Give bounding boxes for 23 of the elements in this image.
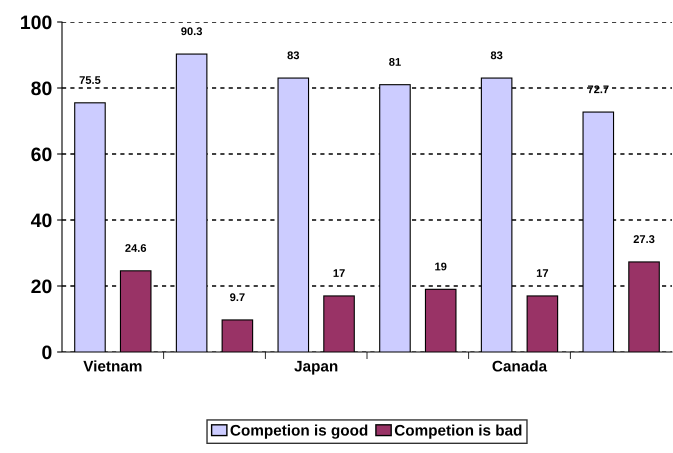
y-tick-label: 0 bbox=[42, 345, 52, 360]
data-label: 19 bbox=[435, 262, 446, 270]
data-label: 90.3 bbox=[181, 27, 202, 36]
data-label: 24.6 bbox=[125, 244, 146, 252]
x-tick-label: Vietnam bbox=[83, 360, 142, 372]
x-tick-label: Canada bbox=[492, 360, 548, 372]
data-label: 17 bbox=[334, 269, 345, 277]
data-label: 9.7 bbox=[230, 293, 245, 302]
data-label: 83 bbox=[490, 51, 502, 60]
legend-label: Competion is good bbox=[230, 424, 368, 439]
x-tick-label: Japan bbox=[294, 360, 338, 375]
y-tick-label: 100 bbox=[21, 15, 52, 30]
data-label: 72.7 bbox=[588, 85, 609, 94]
y-tick-label: 20 bbox=[31, 279, 52, 294]
y-tick-label: 60 bbox=[31, 147, 52, 162]
y-tick-label: 80 bbox=[31, 81, 52, 96]
legend-label: Competion is bad bbox=[394, 424, 522, 439]
data-label: 81 bbox=[389, 58, 401, 66]
data-label: 27.3 bbox=[634, 235, 654, 244]
data-label: 75.5 bbox=[80, 76, 100, 84]
y-tick-label: 40 bbox=[30, 213, 52, 228]
data-label: 17 bbox=[536, 269, 548, 277]
data-label: 83 bbox=[287, 51, 300, 60]
